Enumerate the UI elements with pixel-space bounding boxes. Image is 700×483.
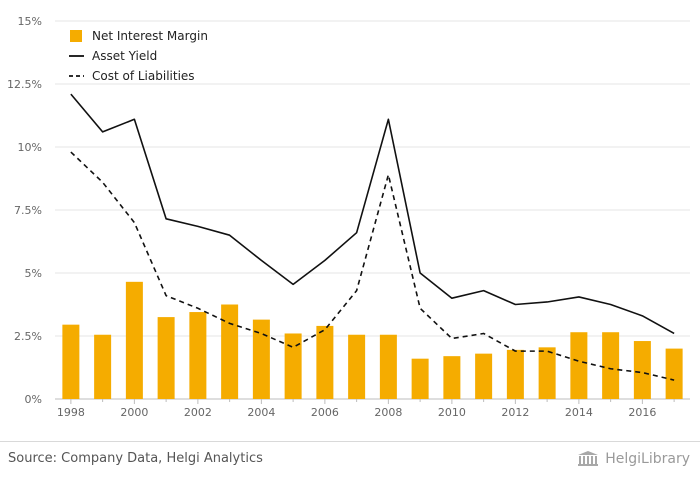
- bar-net-interest-margin: [538, 347, 556, 399]
- bar-net-interest-margin: [633, 341, 651, 399]
- bar-net-interest-margin: [125, 281, 143, 399]
- library-icon: [578, 451, 599, 466]
- y-tick-label: 15%: [18, 15, 42, 28]
- x-tick-label: 2008: [374, 406, 402, 419]
- bar-net-interest-margin: [284, 333, 302, 399]
- bar-net-interest-margin: [506, 349, 524, 399]
- y-tick-label: 10%: [18, 141, 42, 154]
- bar-net-interest-margin: [252, 319, 270, 399]
- line-cost-of-liabilities: [70, 151, 675, 381]
- legend-swatch-bar: [70, 30, 82, 42]
- source-note: Source: Company Data, Helgi Analytics: [8, 451, 263, 466]
- brand-name: HelgiLibrary: [605, 451, 690, 467]
- bar-net-interest-margin: [157, 317, 175, 399]
- chart-svg: 0% 2.5% 5% 7.5% 10% 12.5% 15% 1998 2000 2002 2004 2…: [7, 15, 690, 419]
- line-asset-yield: [70, 93, 675, 335]
- x-tick-label: 2012: [501, 406, 529, 419]
- legend-label: Net Interest Margin: [92, 29, 208, 43]
- footer-divider: [0, 441, 700, 442]
- bar-net-interest-margin: [602, 332, 620, 399]
- legend-label: Cost of Liabilities: [92, 69, 195, 83]
- x-tick-label: 2004: [247, 406, 275, 419]
- bar-net-interest-margin: [94, 334, 112, 399]
- bar-net-interest-margin: [443, 356, 461, 399]
- x-tick-label: 2016: [628, 406, 656, 419]
- x-tick-label: 1998: [57, 406, 85, 419]
- chart: 0% 2.5% 5% 7.5% 10% 12.5% 15% 1998 2000 2002 2004 2…: [7, 15, 690, 419]
- x-tick-label: 2000: [120, 406, 148, 419]
- bar-net-interest-margin: [221, 304, 239, 399]
- y-tick-label: 12.5%: [7, 78, 42, 91]
- x-tick-label: 2014: [565, 406, 593, 419]
- bar-net-interest-margin: [475, 353, 493, 399]
- legend-label: Asset Yield: [92, 49, 157, 63]
- bar-net-interest-margin: [348, 334, 366, 399]
- bar-net-interest-margin: [665, 348, 683, 399]
- bar-net-interest-margin: [570, 332, 588, 399]
- bar-net-interest-margin: [379, 334, 397, 399]
- brand-logo[interactable]: HelgiLibrary: [577, 451, 690, 467]
- x-tick-label: 2002: [184, 406, 212, 419]
- y-tick-label: 7.5%: [14, 204, 42, 217]
- x-tick-label: 2006: [311, 406, 339, 419]
- bar-net-interest-margin: [316, 325, 334, 399]
- x-tick-label: 2010: [438, 406, 466, 419]
- bar-net-interest-margin: [189, 312, 207, 399]
- bar-net-interest-margin: [411, 358, 429, 399]
- bar-net-interest-margin: [62, 324, 80, 399]
- y-tick-label: 5%: [25, 267, 42, 280]
- y-tick-label: 2.5%: [14, 330, 42, 343]
- y-tick-label: 0%: [25, 393, 42, 406]
